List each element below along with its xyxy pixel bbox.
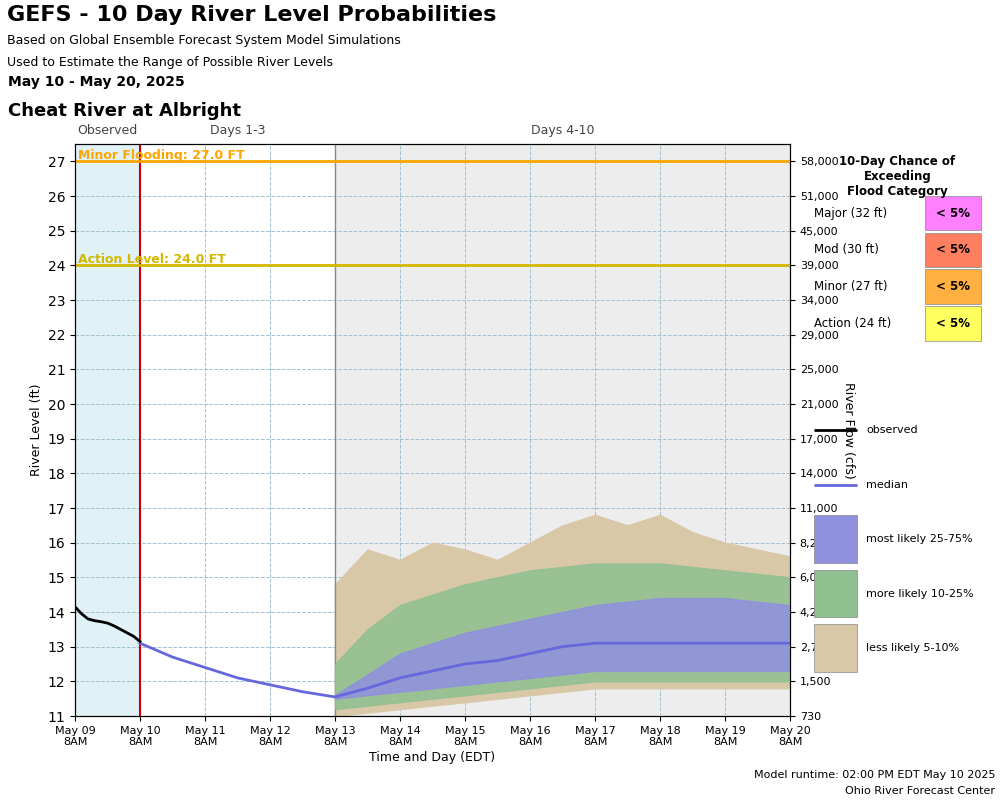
Text: Mod (30 ft): Mod (30 ft) (814, 243, 879, 256)
Text: Observed: Observed (77, 124, 138, 137)
Text: Used to Estimate the Range of Possible River Levels: Used to Estimate the Range of Possible R… (7, 56, 333, 69)
Text: most likely 25-75%: most likely 25-75% (866, 534, 973, 544)
FancyBboxPatch shape (814, 515, 857, 563)
FancyBboxPatch shape (925, 270, 981, 304)
Text: less likely 5-10%: less likely 5-10% (866, 643, 959, 653)
Y-axis label: River Level (ft): River Level (ft) (30, 384, 43, 476)
FancyBboxPatch shape (925, 233, 981, 267)
Text: more likely 10-25%: more likely 10-25% (866, 589, 974, 598)
Text: < 5%: < 5% (936, 206, 970, 220)
Text: Action Level: 24.0 FT: Action Level: 24.0 FT (78, 253, 226, 266)
Text: GEFS - 10 Day River Level Probabilities: GEFS - 10 Day River Level Probabilities (7, 6, 496, 26)
Text: Action (24 ft): Action (24 ft) (814, 317, 892, 330)
FancyBboxPatch shape (814, 570, 857, 618)
FancyBboxPatch shape (814, 624, 857, 672)
Text: observed: observed (866, 426, 918, 435)
Y-axis label: River Flow (cfs): River Flow (cfs) (842, 382, 855, 478)
FancyBboxPatch shape (925, 196, 981, 230)
Text: median: median (866, 480, 908, 490)
Bar (140, 144, 335, 716)
Text: Days 1-3: Days 1-3 (210, 124, 265, 137)
Text: < 5%: < 5% (936, 317, 970, 330)
Text: Major (32 ft): Major (32 ft) (814, 206, 887, 220)
Text: Ohio River Forecast Center: Ohio River Forecast Center (845, 786, 995, 796)
Text: 10-Day Chance of
Exceeding
Flood Category: 10-Day Chance of Exceeding Flood Categor… (839, 154, 956, 198)
Text: Based on Global Ensemble Forecast System Model Simulations: Based on Global Ensemble Forecast System… (7, 34, 400, 47)
FancyBboxPatch shape (925, 306, 981, 341)
Text: < 5%: < 5% (936, 280, 970, 293)
Text: < 5%: < 5% (936, 243, 970, 256)
Text: Days 4-10: Days 4-10 (531, 124, 594, 137)
Bar (335, 144, 790, 716)
Text: Minor (27 ft): Minor (27 ft) (814, 280, 888, 293)
X-axis label: Time and Day (EDT): Time and Day (EDT) (369, 751, 496, 765)
Text: Minor Flooding: 27.0 FT: Minor Flooding: 27.0 FT (78, 149, 245, 162)
Bar (75, 144, 140, 716)
Text: May 10 - May 20, 2025: May 10 - May 20, 2025 (8, 74, 185, 89)
Text: Model runtime: 02:00 PM EDT May 10 2025: Model runtime: 02:00 PM EDT May 10 2025 (754, 770, 995, 780)
Text: Cheat River at Albright: Cheat River at Albright (8, 102, 241, 120)
